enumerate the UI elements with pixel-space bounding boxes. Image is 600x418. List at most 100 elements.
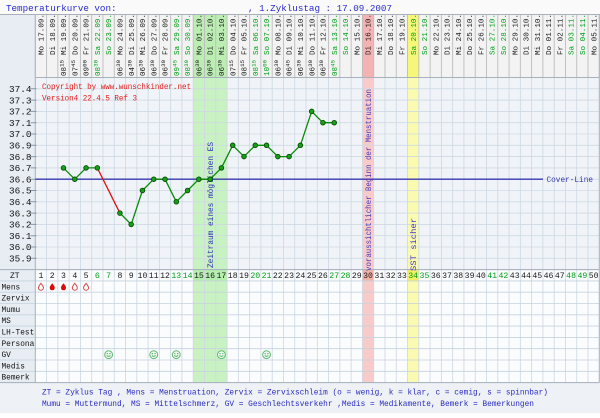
svg-text:Do 27.09.: Do 27.09.	[151, 14, 159, 55]
svg-text:Mo 05.11.: Mo 05.11.	[591, 14, 599, 55]
svg-text:36.1: 36.1	[9, 231, 32, 242]
svg-text:36.6: 36.6	[9, 174, 32, 185]
svg-text:Persona: Persona	[2, 341, 35, 349]
svg-text:42: 42	[499, 272, 509, 281]
svg-text:ZT = Zyklus Tag , Mens = Menst: ZT = Zyklus Tag , Mens = Menstruation, Z…	[42, 390, 548, 398]
svg-text:36.2: 36.2	[9, 220, 32, 231]
svg-text:Mo 08.10.: Mo 08.10.	[275, 14, 283, 55]
svg-text:MS: MS	[2, 318, 12, 326]
svg-text:47: 47	[555, 272, 565, 281]
svg-text:ZT: ZT	[10, 272, 20, 281]
svg-text:13: 13	[171, 272, 181, 281]
svg-text:Mo 22.10.: Mo 22.10.	[433, 14, 441, 55]
svg-text:Mumu = Muttermund, MS = Mittel: Mumu = Muttermund, MS = Mittelschmerz, G…	[42, 401, 534, 409]
svg-text:So 28.10.: So 28.10.	[501, 14, 509, 55]
svg-text:Fr 19.10.: Fr 19.10.	[400, 14, 408, 55]
svg-text:So 23.09.: So 23.09.	[106, 14, 114, 55]
svg-text:So 21.10.: So 21.10.	[422, 14, 430, 55]
svg-text:0630: 0630	[318, 59, 328, 76]
svg-text:1000: 1000	[262, 59, 272, 76]
svg-text:8: 8	[117, 272, 122, 281]
svg-text:0630: 0630	[138, 59, 148, 76]
svg-text:0630: 0630	[115, 59, 125, 76]
svg-text:Mo 24.09.: Mo 24.09.	[118, 14, 126, 55]
svg-text:30: 30	[363, 272, 373, 281]
svg-text:36.0: 36.0	[9, 242, 32, 253]
svg-text:36.5: 36.5	[9, 186, 32, 197]
svg-text:49: 49	[577, 272, 587, 281]
svg-text:10: 10	[138, 272, 148, 281]
svg-text:Zeitraum eines möglichen ES: Zeitraum eines möglichen ES	[208, 142, 216, 268]
svg-text:Medis: Medis	[2, 363, 26, 371]
svg-text:Mo 17.09.: Mo 17.09.	[39, 14, 47, 55]
svg-text:27: 27	[329, 272, 339, 281]
svg-text:25: 25	[307, 272, 317, 281]
svg-text:40: 40	[476, 272, 486, 281]
svg-text:Mo 15.10.: Mo 15.10.	[354, 14, 362, 55]
svg-text:Do 18.10.: Do 18.10.	[388, 14, 396, 55]
svg-text:Fr 21.09.: Fr 21.09.	[84, 14, 92, 55]
svg-text:0900: 0900	[81, 59, 91, 76]
svg-text:3: 3	[61, 272, 66, 281]
svg-text:17: 17	[217, 272, 227, 281]
svg-text:1: 1	[38, 272, 43, 281]
svg-text:37: 37	[442, 272, 452, 281]
svg-text:43: 43	[510, 272, 520, 281]
svg-text:0630: 0630	[307, 59, 317, 76]
svg-text:50: 50	[589, 272, 599, 281]
svg-text:Mi 19.09.: Mi 19.09.	[61, 14, 69, 55]
svg-text:Mi 24.10.: Mi 24.10.	[456, 14, 464, 55]
svg-text:39: 39	[465, 272, 475, 281]
svg-text:Cover-Line: Cover-Line	[547, 177, 594, 185]
svg-text:So 14.10.: So 14.10.	[343, 14, 351, 55]
svg-text:Do 11.10.: Do 11.10.	[309, 14, 317, 55]
svg-text:0745: 0745	[70, 59, 80, 76]
svg-text:36: 36	[431, 272, 441, 281]
svg-text:Zervix: Zervix	[2, 296, 30, 304]
svg-text:16: 16	[205, 272, 215, 281]
svg-text:Mens: Mens	[2, 284, 21, 292]
svg-text:Mi 26.09.: Mi 26.09.	[140, 14, 148, 55]
svg-text:Sa 03.11.: Sa 03.11.	[569, 14, 577, 55]
svg-text:So 07.10.: So 07.10.	[264, 14, 272, 55]
svg-text:Temperaturkurve von:: Temperaturkurve von:	[6, 3, 117, 14]
svg-text:0630: 0630	[205, 59, 215, 76]
svg-text:Di 25.09.: Di 25.09.	[129, 14, 137, 55]
svg-text:Di 09.10.: Di 09.10.	[287, 14, 295, 55]
svg-text:0630: 0630	[194, 59, 204, 76]
svg-text:Sa 20.10.: Sa 20.10.	[411, 14, 419, 55]
svg-text:Do 01.11.: Do 01.11.	[546, 14, 554, 55]
svg-text:7: 7	[106, 272, 111, 281]
svg-text:12: 12	[160, 272, 170, 281]
svg-text:37.4: 37.4	[9, 84, 32, 95]
svg-text:Fr 28.09.: Fr 28.09.	[163, 14, 171, 55]
svg-text:33: 33	[397, 272, 407, 281]
svg-text:voraussichtlicher Beginn der M: voraussichtlicher Beginn der Menstruatio…	[366, 89, 374, 271]
svg-text:Di 18.09.: Di 18.09.	[50, 14, 58, 55]
svg-text:Fr 26.10.: Fr 26.10.	[478, 14, 486, 55]
svg-text:SST sicher: SST sicher	[411, 218, 419, 271]
svg-text:0630: 0630	[296, 59, 306, 76]
svg-text:32: 32	[386, 272, 396, 281]
svg-text:Fr 05.10.: Fr 05.10.	[242, 14, 250, 55]
svg-text:0830: 0830	[183, 59, 193, 76]
svg-text:37.2: 37.2	[9, 107, 32, 118]
svg-text:Sa 22.09.: Sa 22.09.	[95, 14, 103, 55]
svg-text:0815: 0815	[250, 59, 260, 76]
svg-text:0630: 0630	[160, 59, 170, 76]
svg-text:0645: 0645	[284, 59, 294, 76]
svg-text:0945: 0945	[172, 59, 182, 76]
svg-text:Mi 17.10.: Mi 17.10.	[377, 14, 385, 55]
svg-text:0815: 0815	[59, 59, 69, 76]
svg-text:Copyright by www.wunschkinder.: Copyright by www.wunschkinder.net	[42, 84, 191, 92]
svg-text:Mumu: Mumu	[2, 307, 21, 315]
svg-text:37.1: 37.1	[9, 118, 32, 129]
svg-text:18: 18	[228, 272, 238, 281]
svg-text:Sa 29.09.: Sa 29.09.	[174, 14, 182, 55]
svg-text:45: 45	[532, 272, 542, 281]
svg-text:0715: 0715	[228, 59, 238, 76]
svg-text:Sa 13.10.: Sa 13.10.	[332, 14, 340, 55]
svg-text:36.7: 36.7	[9, 163, 32, 174]
svg-text:So 04.11.: So 04.11.	[580, 14, 588, 55]
svg-text:Di 16.10.: Di 16.10.	[366, 14, 374, 55]
